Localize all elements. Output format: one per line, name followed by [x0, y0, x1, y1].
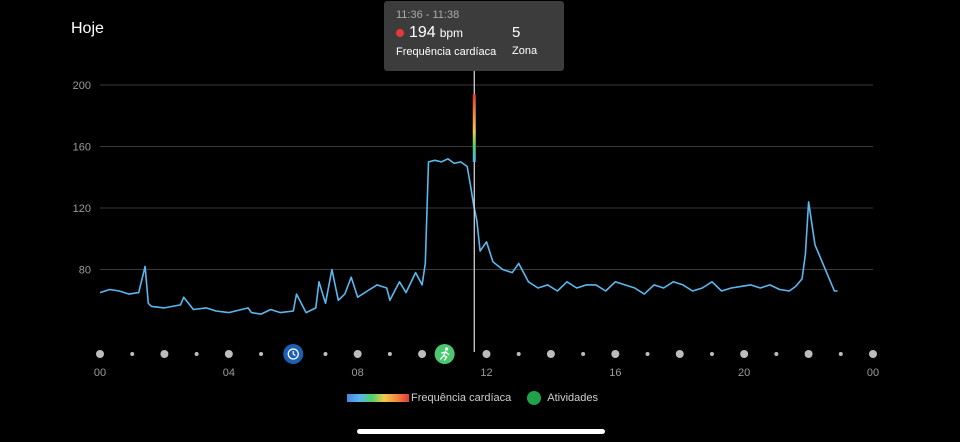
- x-tick-label: 00: [94, 367, 106, 379]
- hour-dot: [838, 352, 843, 356]
- hour-dot: [96, 350, 104, 358]
- legend-activities-label: Atividades: [547, 392, 599, 404]
- x-axis-dots: [96, 350, 877, 358]
- tooltip-time-range: 11:36 - 11:38: [396, 9, 460, 21]
- hour-dot: [516, 352, 521, 356]
- hour-dot: [194, 352, 199, 356]
- hour-dot: [259, 352, 264, 356]
- tooltip-zone-label: Zona: [512, 45, 538, 57]
- x-tick-label: 12: [480, 367, 492, 379]
- hour-dot: [353, 350, 362, 358]
- heart-dot-icon: [396, 29, 404, 37]
- heart-rate-series-line: [99, 158, 838, 315]
- hour-dot: [581, 352, 586, 356]
- hour-dot: [675, 350, 684, 358]
- hour-dot: [160, 350, 169, 358]
- tooltip-unit: bpm: [439, 26, 464, 40]
- chart-legend: Frequência cardíaca Atividades: [347, 388, 598, 408]
- y-tick-label: 80: [79, 265, 91, 277]
- hour-dot: [804, 350, 813, 358]
- cursor-layer: [472, 70, 476, 352]
- hour-dot: [740, 350, 749, 358]
- y-tick-label: 200: [73, 80, 91, 92]
- x-axis-ticks: 00 04 08 12 16 20 00: [94, 367, 879, 379]
- hour-dot: [611, 350, 620, 358]
- x-tick-label: 16: [609, 367, 621, 379]
- hour-dot: [130, 352, 135, 356]
- tooltip: 11:36 - 11:38 194 bpm Frequência cardíac…: [384, 1, 564, 71]
- y-tick-label: 120: [73, 203, 91, 215]
- hour-dot: [869, 350, 877, 358]
- hour-dot: [323, 352, 328, 356]
- heart-rate-gradient-swatch: [347, 394, 409, 402]
- y-axis-ticks: 200 160 120 80: [73, 80, 91, 277]
- hour-dot: [709, 352, 714, 356]
- page-title: Hoje: [71, 20, 104, 37]
- clock-icon[interactable]: [283, 344, 304, 364]
- x-tick-label: 08: [352, 367, 364, 379]
- hour-dot: [482, 350, 491, 358]
- home-indicator[interactable]: [357, 429, 605, 434]
- x-tick-label: 04: [223, 367, 235, 379]
- hour-dot: [418, 350, 427, 358]
- activity-swatch: [527, 391, 542, 405]
- hour-dot: [387, 352, 392, 356]
- tooltip-metric-label: Frequência cardíaca: [396, 46, 497, 58]
- tooltip-zone-value: 5: [512, 24, 521, 41]
- tooltip-value: 194: [409, 24, 436, 41]
- x-tick-label: 00: [867, 367, 879, 379]
- y-tick-label: 160: [73, 142, 91, 154]
- chart-grid: [100, 84, 873, 270]
- hour-dot: [774, 352, 779, 356]
- selected-zone-bar: [472, 94, 476, 162]
- legend-heart-rate-label: Frequência cardíaca: [411, 392, 512, 404]
- hour-dot: [224, 350, 233, 358]
- series-layer: [99, 158, 838, 315]
- hour-dot: [645, 352, 650, 356]
- hour-dot: [546, 350, 555, 358]
- x-tick-label: 20: [738, 367, 750, 379]
- activity-markers: [283, 344, 455, 364]
- running-person-icon[interactable]: [434, 344, 455, 364]
